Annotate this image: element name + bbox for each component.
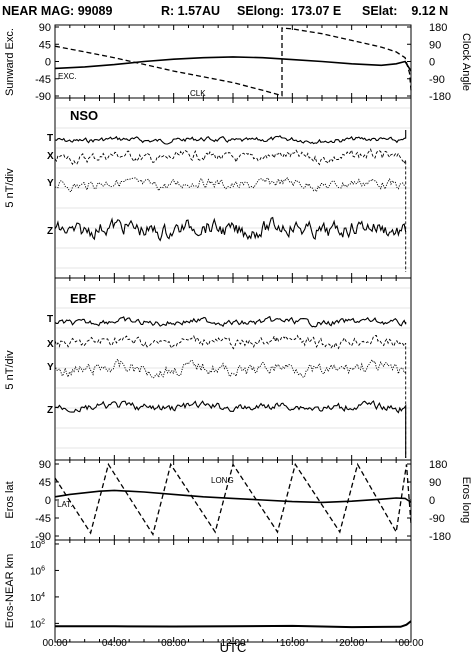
right-tick-label: -90: [429, 74, 445, 86]
lat-annotation: LAT.: [57, 500, 72, 509]
left-tick-label: -90: [35, 91, 51, 103]
panel-eros-position: 90 45 0 -45 -90 180 90 0 -90 -180 Eros lat Eros l…: [4, 459, 472, 543]
series-distance-line: [55, 620, 412, 629]
left-tick-label: 45: [39, 39, 51, 51]
clock-angle-axis-label: Clock Angle: [460, 33, 472, 91]
ebf-y-trace: [54, 358, 406, 379]
left-tick-label: 90: [39, 459, 51, 471]
ebf-t-trace: [54, 315, 407, 328]
x-tick-label: 04:00: [102, 638, 127, 649]
ebf-z-trace: [54, 400, 407, 458]
left-tick-label: -45: [35, 74, 51, 86]
eros-lat-axis-label: Eros lat: [4, 481, 16, 518]
left-tick-label: 106: [30, 565, 45, 577]
left-tick-label: 108: [30, 539, 45, 551]
right-tick-label: -180: [429, 531, 451, 543]
x-tick-label: 00:00: [42, 638, 67, 649]
x-tick-label: 00:00: [398, 638, 423, 649]
panel-frame: [54, 277, 412, 461]
right-tick-label: 0: [429, 57, 435, 69]
left-tick-label: 0: [45, 57, 51, 69]
ebf-ylabel: 5 nT/div: [4, 350, 16, 390]
header-title: NEAR MAG: 99089: [2, 4, 112, 18]
header-selong: SElong: 173.07 E: [237, 4, 341, 18]
left-tick-label: 104: [30, 592, 45, 604]
exc-annotation: EXC.: [58, 72, 77, 81]
nso-t-trace: [54, 130, 407, 145]
nso-y-trace: [54, 177, 406, 193]
nso-label-t: T: [47, 133, 53, 144]
series-exc-line: [54, 56, 412, 72]
ebf-label-x: X: [47, 339, 54, 350]
ebf-label-z: Z: [47, 405, 53, 416]
panel-eros-near-distance: 108 106 104 102 Eros-NEAR km: [4, 539, 412, 643]
left-tick-label: 90: [39, 22, 51, 34]
nso-title: NSO: [70, 108, 98, 123]
header-distance: R: 1.57AU: [161, 4, 220, 18]
ebf-title: EBF: [70, 291, 96, 306]
x-axis: 00:00 04:00 08:00 12:00 16:00 20:00 00:00: [42, 25, 424, 649]
right-tick-label: -90: [429, 513, 445, 525]
right-tick-label: 90: [429, 39, 441, 51]
left-tick-label: 102: [30, 618, 45, 630]
panel-sunward-clock: 90 45 0 -45 -90 180 90 0 -90 -180 Sunward Exc. Cl…: [4, 22, 472, 103]
eros-long-axis-label: Eros long: [460, 477, 472, 523]
ebf-x-trace: [54, 334, 407, 458]
panel-nso: NSO 5 nT/div T X Y Z: [4, 97, 412, 279]
left-tick-label: -45: [35, 513, 51, 525]
nso-label-y: Y: [47, 178, 54, 189]
right-tick-label: -180: [429, 91, 451, 103]
x-tick-label: 20:00: [339, 638, 364, 649]
nso-z-trace: [54, 216, 407, 242]
sunward-exc-axis-label: Sunward Exc.: [4, 28, 16, 96]
long-annotation: LONG: [211, 476, 234, 485]
nso-ylabel: 5 nT/div: [4, 168, 16, 208]
left-tick-label: -90: [35, 531, 51, 543]
right-tick-label: 90: [429, 477, 441, 489]
right-tick-label: 180: [429, 22, 447, 34]
nso-label-z: Z: [47, 226, 53, 237]
clk-annotation: CLK: [190, 89, 206, 98]
left-tick-label: 45: [39, 477, 51, 489]
ebf-label-t: T: [47, 314, 53, 325]
header-selat: SElat: 9.12 N: [362, 4, 448, 18]
series-long-line: [54, 462, 412, 537]
eros-near-axis-label: Eros-NEAR km: [4, 554, 16, 629]
x-axis-label: UTC: [220, 640, 247, 655]
nso-label-x: X: [47, 151, 54, 162]
left-tick-label: 0: [45, 495, 51, 507]
right-tick-label: 180: [429, 459, 447, 471]
panel-ebf: EBF 5 nT/div T X Y Z: [4, 277, 412, 461]
right-tick-label: 0: [429, 495, 435, 507]
series-clk-line: [54, 27, 412, 97]
ebf-label-y: Y: [47, 362, 54, 373]
series-lat-line: [54, 489, 412, 504]
x-tick-label: 08:00: [161, 638, 186, 649]
x-tick-label: 12:00: [220, 638, 245, 649]
panel-frame: [54, 24, 412, 99]
x-tick-label: 16:00: [280, 638, 305, 649]
